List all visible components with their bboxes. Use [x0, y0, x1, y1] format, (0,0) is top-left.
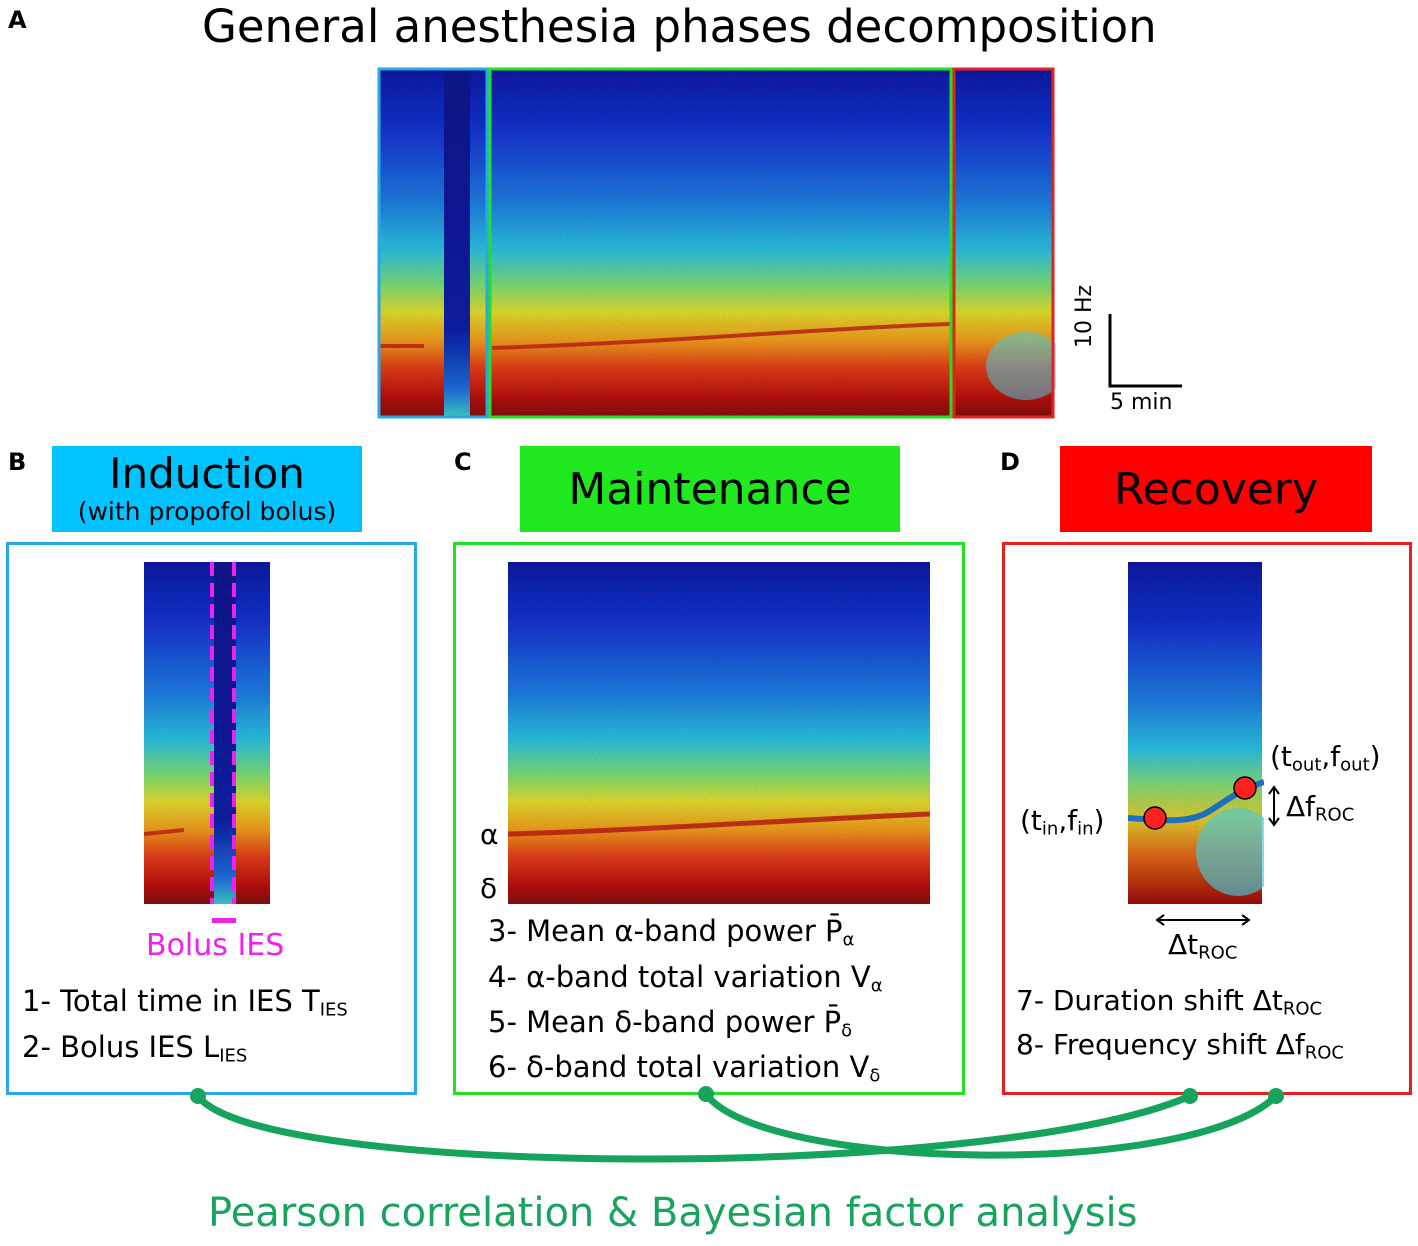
feature-4: 4- α-band total variation Vα: [488, 960, 883, 997]
feature-7: 7- Duration shift ΔtROC: [1016, 984, 1323, 1020]
scale-bar-freq-label: 10 Hz: [1072, 284, 1097, 348]
feature-6: 6- δ-band total variation Vδ: [488, 1050, 881, 1087]
point-out-label: (tout,fout): [1270, 740, 1381, 776]
connector-node-recovery-2: [1268, 1088, 1284, 1104]
recovery-banner: Recovery: [1060, 446, 1372, 532]
delta-f-label: ΔfROC: [1286, 790, 1355, 826]
feature-2: 2- Bolus IES LIES: [22, 1030, 248, 1067]
panel-letter-c: C: [454, 448, 472, 476]
panel-letter-b: B: [8, 448, 27, 476]
figure-title: General anesthesia phases decomposition: [202, 0, 1157, 53]
point-in-marker: [1143, 806, 1167, 830]
maintenance-banner: Maintenance: [520, 446, 900, 532]
maintenance-spectrogram: [508, 562, 930, 904]
connector-maintenance-recovery: [703, 1091, 1279, 1159]
panel-letter-d: D: [1000, 448, 1020, 476]
scale-bar-time-label: 5 min: [1110, 390, 1173, 415]
recovery-box: [1002, 542, 1412, 1095]
point-in-label: (tin,fin): [1020, 804, 1105, 840]
maintenance-title: Maintenance: [568, 463, 852, 515]
full-spectrogram: [377, 67, 1056, 419]
induction-title: Induction: [109, 449, 305, 498]
connector-node-induction: [190, 1088, 206, 1104]
induction-box: [6, 542, 417, 1095]
bolus-ies-label: Bolus IES: [146, 928, 285, 963]
delta-t-label: ΔtROC: [1168, 928, 1238, 964]
feature-5: 5- Mean δ-band power P̄δ: [488, 1005, 853, 1042]
induction-subtitle: (with propofol bolus): [77, 497, 337, 526]
bolus-marker: [212, 918, 236, 923]
connector-induction-recovery: [195, 1092, 1192, 1163]
feature-1: 1- Total time in IES TIES: [22, 984, 348, 1021]
induction-spectrogram: [144, 562, 270, 904]
connector-node-recovery-1: [1182, 1088, 1198, 1104]
delta-t-arrow: [1155, 914, 1251, 926]
connector-node-maintenance: [698, 1086, 714, 1102]
panel-letter-a: A: [8, 6, 27, 34]
induction-banner: Induction (with propofol bolus): [52, 446, 362, 532]
analysis-label: Pearson correlation & Bayesian factor an…: [208, 1190, 1138, 1236]
correlation-connectors: [190, 1086, 1284, 1163]
feature-3: 3- Mean α-band power P̄α: [488, 914, 855, 951]
roc-points: [1143, 776, 1257, 830]
delta-f-arrow: [1268, 785, 1280, 827]
scale-bar: [1108, 314, 1182, 388]
feature-8: 8- Frequency shift ΔfROC: [1016, 1028, 1344, 1064]
recovery-title: Recovery: [1113, 463, 1318, 515]
delta-label: δ: [480, 872, 498, 905]
point-out-marker: [1233, 776, 1257, 800]
alpha-label: α: [480, 818, 499, 851]
